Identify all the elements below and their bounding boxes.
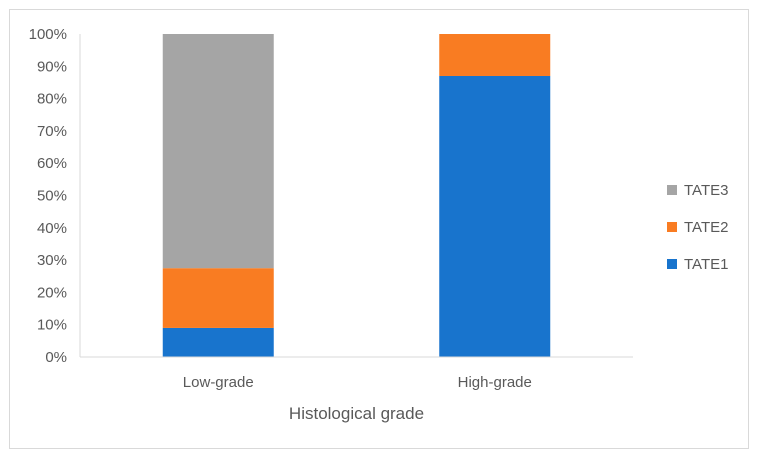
x-category-label: High-grade <box>458 374 532 391</box>
y-tick-label: 50% <box>37 188 67 205</box>
legend-label-tate3: TATE3 <box>684 182 728 199</box>
y-axis-ticks: 0% 10% 20% 30% 40% 50% 60% 70% 80% 90% 100% <box>29 26 67 366</box>
chart-area <box>9 9 749 449</box>
legend-swatch-tate1 <box>667 259 677 269</box>
y-tick-label: 30% <box>37 252 67 269</box>
legend: TATE3 TATE2 TATE1 <box>667 182 728 273</box>
legend-swatch-tate2 <box>667 222 677 232</box>
y-tick-label: 80% <box>37 91 67 108</box>
x-axis-title: Histological grade <box>289 404 424 423</box>
x-category-label: Low-grade <box>183 374 254 391</box>
bars <box>162 34 551 358</box>
y-tick-label: 100% <box>29 26 67 43</box>
bar-tate3-low-grade <box>162 34 274 269</box>
y-tick-label: 40% <box>37 220 67 237</box>
y-tick-label: 90% <box>37 58 67 75</box>
legend-label-tate1: TATE1 <box>684 256 728 273</box>
y-tick-label: 60% <box>37 155 67 172</box>
y-tick-label: 20% <box>37 284 67 301</box>
bar-tate1-high-grade <box>439 75 551 358</box>
bar-tate1-low-grade <box>162 327 274 357</box>
legend-swatch-tate3 <box>667 185 677 195</box>
x-axis-categories: Low-grade High-grade <box>183 374 532 391</box>
legend-label-tate2: TATE2 <box>684 219 728 236</box>
y-tick-label: 0% <box>45 349 67 366</box>
bar-tate2-low-grade <box>162 268 274 328</box>
bar-tate2-high-grade <box>439 34 551 76</box>
y-tick-label: 10% <box>37 317 67 334</box>
y-tick-label: 70% <box>37 123 67 140</box>
